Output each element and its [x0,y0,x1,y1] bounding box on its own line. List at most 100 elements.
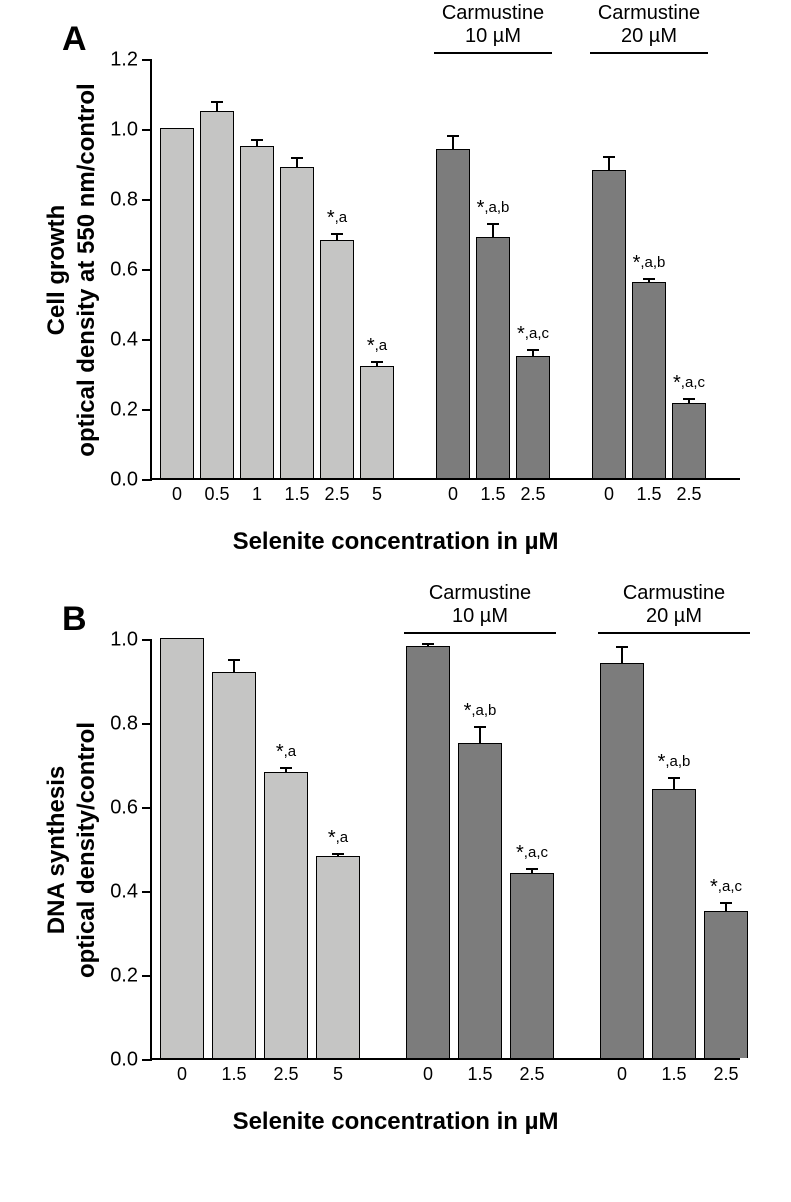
y-tick-label: 0.8 [110,713,138,736]
error-cap [331,233,343,235]
bar-annotation: *,a,c [673,372,705,395]
panel-a-ylabel-1: Cell growth [43,205,70,336]
bar [592,170,626,478]
y-tick-label: 0.2 [110,965,138,988]
error-cap [371,361,383,363]
bar [160,128,194,478]
bar [212,672,256,1058]
y-tick-label: 0.4 [110,881,138,904]
y-tick [142,409,152,411]
error-bar [492,224,494,238]
x-tick-label: 0 [604,484,614,505]
group-header-line [598,632,750,634]
error-cap [643,278,655,280]
x-tick-label: 5 [333,1064,343,1085]
error-cap [332,853,344,855]
y-tick-label: 1.0 [110,119,138,142]
error-cap [668,777,680,779]
panel-b-label: B [62,600,87,639]
bar-annotation: *,a,b [658,751,691,774]
bar: *,a [360,366,394,478]
panel-a-chart: 0.00.20.40.60.81.01.200.511.5*,a2.5*,a50… [150,60,740,480]
error-cap [228,659,240,661]
bar [280,167,314,479]
y-tick [142,339,152,341]
error-cap [526,868,538,870]
error-bar [532,350,534,357]
x-tick-label: 1.5 [284,484,309,505]
y-tick [142,479,152,481]
error-bar [233,660,235,673]
error-cap [291,157,303,159]
error-cap [474,726,486,728]
y-tick [142,1059,152,1061]
x-tick-label: 1.5 [480,484,505,505]
x-tick-label: 5 [372,484,382,505]
y-tick-label: 0.0 [110,469,138,492]
panel-a-ylabel: Cell growth optical density at 550 nm/co… [42,83,102,456]
panel-b-ylabel: DNA synthesis optical density/control [42,722,102,978]
bar: *,a,c [510,873,554,1058]
bar-annotation: *,a,c [517,323,549,346]
error-bar [336,234,338,241]
bar: *,a [320,240,354,478]
panel-a-xlabel: Selenite concentration in µM [233,528,559,556]
bar-annotation: *,a,c [710,876,742,899]
error-cap [720,902,732,904]
bar: *,a,b [458,743,502,1058]
x-tick-label: 0 [448,484,458,505]
bar [436,149,470,478]
y-tick [142,639,152,641]
panel-b-plot: 0.00.20.40.60.81.001.5*,a2.5*,a50*,a,b1.… [150,640,740,1060]
panel-b: B DNA synthesis optical density/control … [0,580,791,1180]
x-tick-label: 2.5 [519,1064,544,1085]
error-cap [487,223,499,225]
x-tick-label: 1 [252,484,262,505]
bar: *,a,c [704,911,748,1058]
y-tick-label: 0.6 [110,259,138,282]
x-tick-label: 2.5 [324,484,349,505]
error-bar [216,102,218,111]
bar [240,146,274,479]
bar: *,a,b [476,237,510,479]
bar: *,a [316,856,360,1058]
bar-annotation: *,a [327,207,347,230]
bar-annotation: *,a,b [633,252,666,275]
bar: *,a,c [672,403,706,478]
bar [160,638,204,1058]
x-tick-label: 2.5 [676,484,701,505]
x-tick-label: 1.5 [661,1064,686,1085]
y-tick [142,199,152,201]
error-bar [725,903,727,912]
bar [600,663,644,1058]
x-tick-label: 0 [177,1064,187,1085]
panel-a-ylabel-2: optical density at 550 nm/control [73,83,100,456]
y-tick-label: 0.4 [110,329,138,352]
error-cap [422,643,434,645]
bar: *,a,b [652,789,696,1058]
error-bar [452,136,454,150]
error-bar [296,158,298,167]
panel-b-xlabel: Selenite concentration in µM [233,1108,559,1136]
bar: *,a,c [516,356,550,479]
bar-annotation: *,a,b [477,197,510,220]
y-tick [142,269,152,271]
y-tick-label: 0.2 [110,399,138,422]
y-tick [142,59,152,61]
panel-a: A Cell growth optical density at 550 nm/… [0,0,791,580]
group-header-line [434,52,552,54]
group-header-line [590,52,708,54]
error-cap [603,156,615,158]
panel-b-ylabel-1: DNA synthesis [43,766,70,935]
bar-annotation: *,a,c [516,842,548,865]
error-bar [621,647,623,664]
y-tick-label: 1.2 [110,49,138,72]
y-tick [142,975,152,977]
error-cap [683,398,695,400]
panel-b-ylabel-2: optical density/control [73,722,100,978]
x-tick-label: 0 [617,1064,627,1085]
group-header: Carmustine10 µM [429,582,531,628]
y-tick [142,723,152,725]
bar-annotation: *,a [367,335,387,358]
y-tick [142,129,152,131]
